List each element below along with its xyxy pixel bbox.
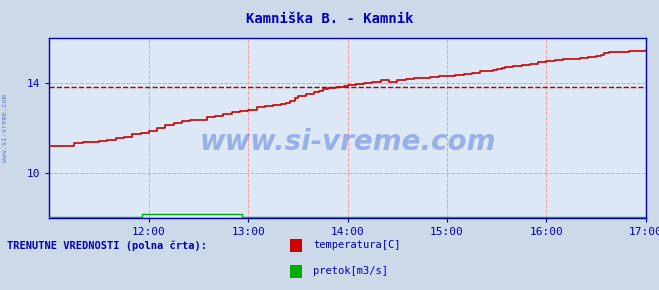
Text: temperatura[C]: temperatura[C] [313, 240, 401, 250]
Text: TRENUTNE VREDNOSTI (polna črta):: TRENUTNE VREDNOSTI (polna črta): [7, 241, 206, 251]
Text: www.si-vreme.com: www.si-vreme.com [200, 128, 496, 156]
Text: Kamniška B. - Kamnik: Kamniška B. - Kamnik [246, 12, 413, 26]
Text: www.si-vreme.com: www.si-vreme.com [2, 94, 9, 162]
Text: pretok[m3/s]: pretok[m3/s] [313, 266, 388, 276]
